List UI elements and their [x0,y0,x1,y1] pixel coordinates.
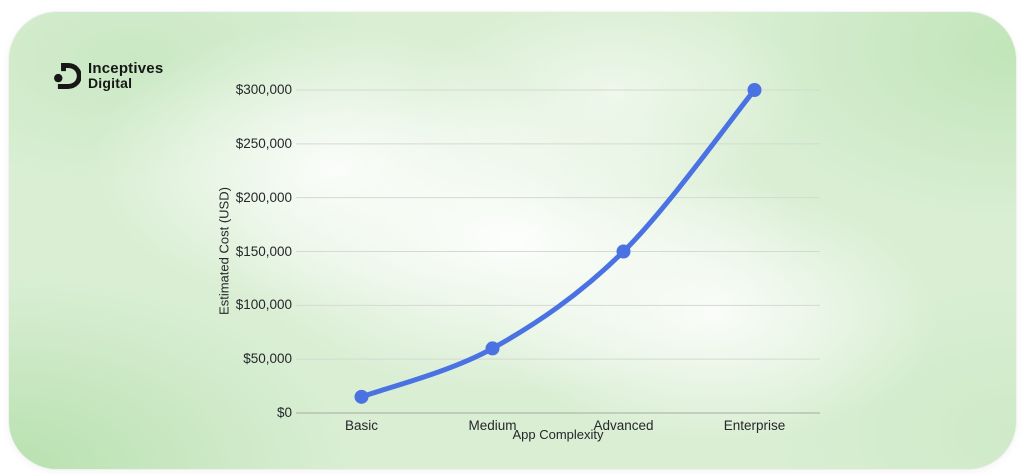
data-point-enterprise [747,83,762,97]
logo-text: Inceptives Digital [88,61,163,91]
y-tick-label: $50,000 [243,351,292,367]
y-axis-title: Estimated Cost (USD) [216,187,232,315]
data-point-basic [354,389,369,404]
y-tick-label: $0 [276,405,292,420]
x-tick-label-medium: Medium [468,418,517,433]
data-point-medium [485,341,500,356]
y-tick-label: $300,000 [235,82,292,97]
x-tick-label-advanced: Advanced [593,418,654,433]
inceptives-digital-logo-icon [54,63,81,89]
background-card [9,12,1016,469]
cost-line-series [359,87,757,400]
data-point-advanced [616,244,631,259]
y-tick-label: $200,000 [235,189,292,205]
y-tick-label: $250,000 [235,135,292,151]
logo-name: Inceptives [88,60,164,77]
logo: Inceptives Digital [53,59,163,93]
x-tick-label-enterprise: Enterprise [723,418,786,433]
x-axis-title: App Complexity [512,427,604,442]
logo-name-second-line: Digital [88,75,133,91]
y-tick-label: $150,000 [235,243,292,259]
x-tick-label-basic: Basic [344,418,378,433]
y-tick-label: $100,000 [235,297,292,313]
